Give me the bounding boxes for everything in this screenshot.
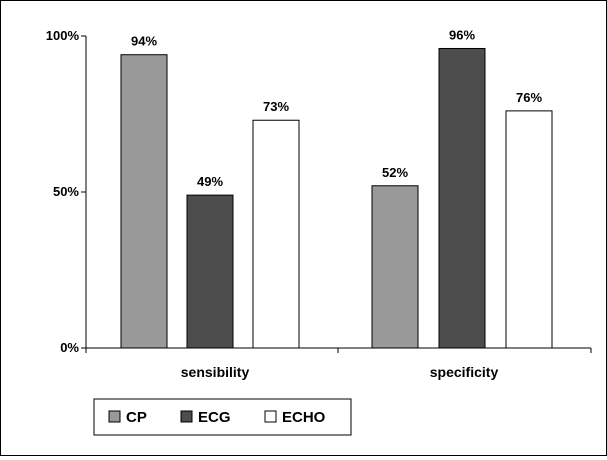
legend-swatch-cp [108,410,121,423]
legend-swatch-echo [264,410,277,423]
bar-cp-specificity [371,185,419,349]
data-label: 73% [263,99,289,114]
y-tick-label: 50% [53,184,79,199]
legend-swatch-ecg [180,410,193,423]
bar-echo-specificity [505,110,553,349]
legend-box [93,398,352,436]
data-label: 96% [449,27,475,42]
bar-cp-sensibility [120,54,168,349]
x-category-label: specificity [430,364,499,380]
legend-label: ECG [198,409,231,426]
bar-echo-sensibility [252,119,300,349]
bar-ecg-sensibility [186,194,234,349]
data-label: 76% [516,90,542,105]
bar-ecg-specificity [438,47,486,349]
y-tick-label: 100% [46,28,80,43]
data-label: 94% [131,34,157,49]
x-category-label: sensibility [181,364,250,380]
legend-label: ECHO [282,409,326,426]
data-label: 52% [382,165,408,180]
legend-label: CP [126,409,147,426]
y-tick-label: 0% [60,340,79,355]
data-label: 49% [197,174,223,189]
